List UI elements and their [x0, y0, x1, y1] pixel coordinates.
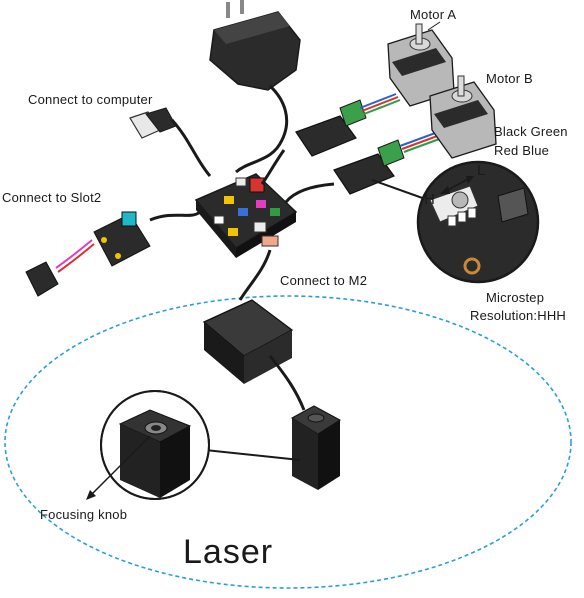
label-microstep-2: Resolution:HHH: [470, 308, 567, 323]
label-dip-l: L: [477, 162, 486, 179]
label-focusing-knob: Focusing knob: [40, 507, 128, 522]
motor-wires-b: [399, 131, 443, 153]
label-connect-computer: Connect to computer: [28, 92, 153, 107]
power-adapter: [209, 0, 301, 174]
label-connect-m2: Connect to M2: [280, 273, 368, 288]
motor-wires-a: [359, 93, 401, 115]
dip-arrowhead-h: [440, 186, 450, 194]
microstep-zoom-leader: [371, 179, 429, 201]
label-motor-b: Motor B: [486, 71, 533, 86]
laser-region-ellipse: [4, 295, 572, 589]
focusing-knob-arrowhead: [86, 490, 96, 500]
laser-driver-box: [202, 299, 306, 411]
usb-cable: [129, 107, 212, 177]
label-connect-slot2: Connect to Slot2: [2, 190, 102, 205]
laser-head: [291, 405, 341, 490]
main-board: [194, 173, 298, 258]
motor-b: [429, 75, 497, 159]
focusing-knob-arrow: [89, 435, 151, 497]
motor-a-leader: [427, 21, 441, 31]
label-laser: Laser: [183, 533, 274, 571]
laser-power-cable: [238, 249, 272, 301]
label-wire-colors-2: Red Blue: [494, 143, 550, 158]
slot2-module: [93, 210, 201, 267]
laser-zoom: [100, 390, 210, 500]
label-motor-a: Motor A: [410, 7, 457, 22]
label-wire-colors-1: Black Green: [494, 124, 568, 139]
label-microstep-1: Microstep: [486, 290, 545, 305]
dip-arrowhead-l: [466, 176, 474, 184]
servo: [25, 239, 95, 297]
driver-a: [260, 99, 367, 185]
driver-b: [284, 139, 405, 204]
laser-zoom-leader: [204, 449, 301, 461]
label-dip-h: H: [424, 191, 436, 208]
microstep-zoom: [416, 160, 540, 284]
